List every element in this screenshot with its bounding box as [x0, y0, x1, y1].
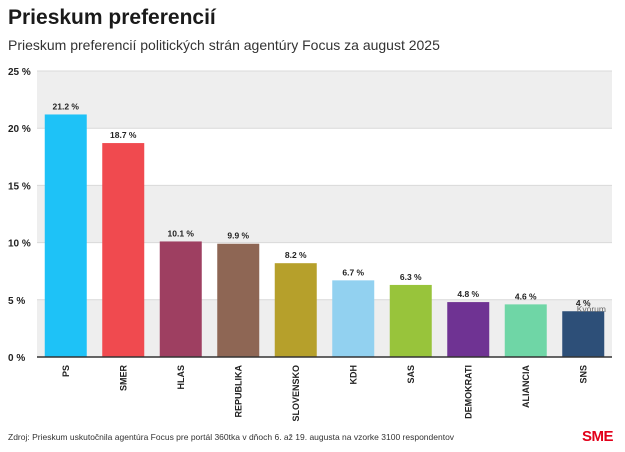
bar [159, 241, 202, 357]
data-label: 6.7 % [342, 267, 364, 277]
data-label: 4 % [576, 298, 591, 308]
y-tick-label: 15 % [8, 181, 31, 192]
bar [389, 284, 432, 357]
grid-band [37, 71, 612, 129]
data-label: 6.3 % [400, 272, 422, 282]
x-tick-label: PS [61, 365, 71, 377]
source-note: Zdroj: Prieskum uskutočnila agentúra Foc… [8, 432, 455, 442]
data-label: 8.2 % [285, 250, 307, 260]
data-label: 4.8 % [457, 289, 479, 299]
y-tick-label: 20 % [8, 124, 31, 135]
data-label: 21.2 % [53, 101, 80, 111]
y-tick-label: 25 % [8, 67, 31, 78]
bar [504, 304, 547, 357]
y-tick-label: 10 % [8, 239, 31, 250]
bar [102, 143, 145, 357]
bar [274, 263, 317, 357]
x-tick-label: SAS [406, 365, 416, 384]
y-tick-label: 5 % [8, 296, 25, 307]
data-label: 10.1 % [168, 228, 195, 238]
chart-subtitle: Prieskum preferencií politických strán a… [8, 37, 440, 53]
bar [217, 243, 260, 357]
x-tick-label: DEMOKRATI [463, 365, 473, 419]
x-tick-label: HLAS [176, 365, 186, 390]
bar-chart: 0 % 5 % 10 % 15 % 20 % 25 % 21.2 % PS 18.7 % SMER… [8, 67, 612, 422]
bar [447, 302, 490, 357]
data-label: 4.6 % [515, 291, 537, 301]
sme-logo: SME [581, 428, 614, 445]
x-tick-label: SLOVENSKO [291, 365, 301, 422]
x-tick-label: KDH [348, 365, 358, 385]
bar [44, 114, 87, 357]
data-label: 18.7 % [110, 130, 137, 140]
quorum-label: Kvórum [577, 304, 606, 314]
bar [332, 280, 375, 357]
x-tick-label: ALIANCIA [521, 365, 531, 408]
x-tick-label: REPUBLIKA [233, 365, 243, 418]
data-label: 9.9 % [227, 231, 249, 241]
chart-title: Prieskum preferencií [8, 6, 216, 29]
x-tick-label: SNS [578, 365, 588, 384]
bar [562, 311, 605, 357]
x-tick-label: SMER [118, 365, 128, 392]
y-tick-label: 0 % [8, 353, 25, 364]
